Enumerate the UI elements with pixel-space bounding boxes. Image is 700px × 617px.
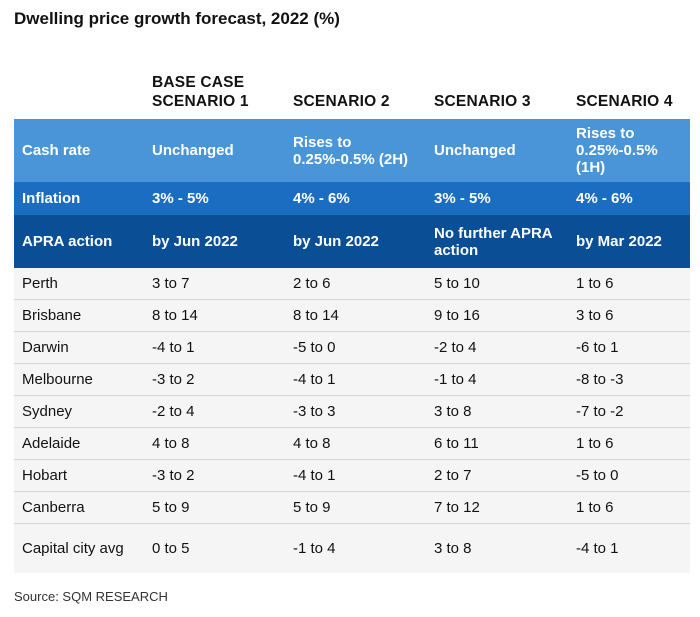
table-header: BASE CASE SCENARIO 1 SCENARIO 2 SCENARIO… [14,60,690,119]
assumption-label: Inflation [14,182,144,215]
city-label: Brisbane [14,299,144,332]
forecast-cell: -2 to 4 [426,331,568,364]
header-scenario-1: BASE CASE SCENARIO 1 [152,74,249,110]
forecast-cell: 4 to 8 [285,427,426,460]
forecast-cell: -1 to 4 [426,363,568,396]
assumption-cell: Rises to 0.25%-0.5% (2H) [285,119,426,182]
forecast-cell: 3 to 8 [426,395,568,428]
forecast-cell: 3 to 7 [144,268,285,300]
assumption-cell: No further APRA action [426,215,568,268]
forecast-cell: 2 to 7 [426,459,568,492]
forecast-cell: -1 to 4 [285,523,426,573]
city-label: Perth [14,268,144,300]
city-label: Hobart [14,459,144,492]
assumption-cell: by Mar 2022 [568,215,690,268]
assumption-cell: 3% - 5% [144,182,285,215]
chart-title: Dwelling price growth forecast, 2022 (%) [14,9,340,28]
forecast-cell: 0 to 5 [144,523,285,573]
forecast-cell: -8 to -3 [568,363,690,396]
assumption-row-apra-action: APRA action by Jun 2022 by Jun 2022 No f… [14,215,690,268]
forecast-cell: -4 to 1 [568,523,690,573]
forecast-cell: -7 to -2 [568,395,690,428]
assumption-cell: by Jun 2022 [285,215,426,268]
assumption-cell: Unchanged [144,119,285,182]
assumption-cell: Rises to 0.25%-0.5% (1H) [568,119,690,182]
header-scenario-3: SCENARIO 3 [434,93,531,110]
forecast-cell: -5 to 0 [285,331,426,364]
table-row: Brisbane 8 to 14 8 to 14 9 to 16 3 to 6 [14,299,690,332]
forecast-cell: 5 to 10 [426,268,568,300]
source-note: Source: SQM RESEARCH [14,589,168,604]
forecast-cell: -3 to 3 [285,395,426,428]
assumption-cell: 4% - 6% [568,182,690,215]
forecast-cell: 9 to 16 [426,299,568,332]
forecast-cell: 1 to 6 [568,427,690,460]
forecast-cell: 1 to 6 [568,491,690,524]
forecast-cell: 3 to 8 [426,523,568,573]
forecast-cell: -5 to 0 [568,459,690,492]
table-row: Darwin -4 to 1 -5 to 0 -2 to 4 -6 to 1 [14,331,690,364]
forecast-cell: -4 to 1 [285,459,426,492]
city-label: Sydney [14,395,144,428]
forecast-cell: 8 to 14 [144,299,285,332]
assumption-cell: 4% - 6% [285,182,426,215]
assumption-cell: 3% - 5% [426,182,568,215]
forecast-cell: 3 to 6 [568,299,690,332]
assumption-row-inflation: Inflation 3% - 5% 4% - 6% 3% - 5% 4% - 6… [14,182,690,215]
forecast-cell: 7 to 12 [426,491,568,524]
city-label: Adelaide [14,427,144,460]
forecast-cell: 5 to 9 [285,491,426,524]
forecast-cell: 4 to 8 [144,427,285,460]
forecast-table: BASE CASE SCENARIO 1 SCENARIO 2 SCENARIO… [14,60,690,573]
header-scenario-2: SCENARIO 2 [293,93,390,110]
forecast-cell: -3 to 2 [144,459,285,492]
header-corner [14,60,144,119]
assumption-row-cash-rate: Cash rate Unchanged Rises to 0.25%-0.5% … [14,119,690,182]
assumption-label: APRA action [14,215,144,268]
city-label: Darwin [14,331,144,364]
forecast-cell: -4 to 1 [144,331,285,364]
assumption-cell: by Jun 2022 [144,215,285,268]
header-row: BASE CASE SCENARIO 1 SCENARIO 2 SCENARIO… [14,60,690,119]
forecast-cell: 8 to 14 [285,299,426,332]
header-scenario-4: SCENARIO 4 [576,93,673,110]
forecast-cell: 5 to 9 [144,491,285,524]
forecast-cell: -4 to 1 [285,363,426,396]
forecast-cell: -3 to 2 [144,363,285,396]
forecast-cell: -2 to 4 [144,395,285,428]
city-label: Capital city avg [14,523,144,573]
forecast-cell: 6 to 11 [426,427,568,460]
forecast-cell: 2 to 6 [285,268,426,300]
table-body: Cash rate Unchanged Rises to 0.25%-0.5% … [14,119,690,573]
table-row: Melbourne -3 to 2 -4 to 1 -1 to 4 -8 to -3 [14,363,690,396]
assumption-label: Cash rate [14,119,144,182]
forecast-cell: -6 to 1 [568,331,690,364]
city-label: Melbourne [14,363,144,396]
assumption-cell: Unchanged [426,119,568,182]
city-label: Canberra [14,491,144,524]
forecast-cell: 1 to 6 [568,268,690,300]
